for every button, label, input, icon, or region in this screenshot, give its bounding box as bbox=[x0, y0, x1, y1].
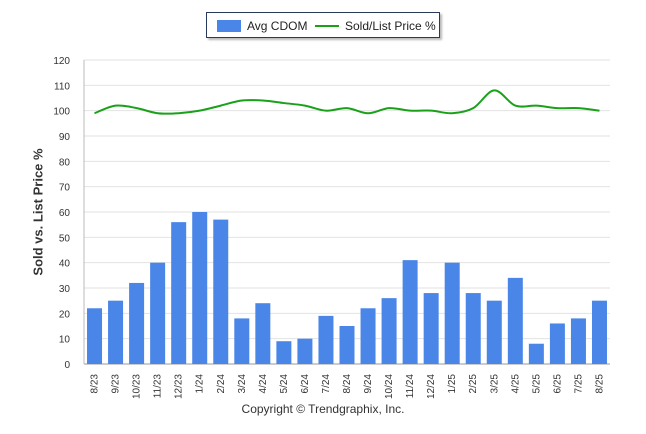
bar-7/24 bbox=[318, 315, 334, 364]
legend-label-sold-list: Sold/List Price % bbox=[345, 19, 436, 33]
x-tick-label: 5/25 bbox=[531, 374, 542, 394]
legend: Avg CDOM Sold/List Price % bbox=[206, 12, 440, 38]
x-tick-labels: 8/23 9/23 10/23 11/23 12/23 1/24 2/24 3/24 4/24 5… bbox=[90, 374, 606, 399]
x-tick-label: 1/25 bbox=[447, 374, 458, 394]
legend-swatch-line bbox=[315, 25, 339, 27]
legend-swatch-bar bbox=[217, 20, 241, 32]
bar-2/25 bbox=[465, 293, 481, 364]
bar-9/24 bbox=[360, 308, 376, 364]
y-tick-label: 70 bbox=[59, 183, 71, 194]
y-tick-label: 60 bbox=[59, 208, 71, 219]
bar-7/25 bbox=[570, 318, 586, 364]
y-tick-label: 10 bbox=[59, 335, 71, 346]
bar-1/24 bbox=[192, 212, 208, 364]
x-tick-label: 11/24 bbox=[405, 374, 416, 399]
x-tick-label: 3/25 bbox=[489, 374, 500, 394]
bar-11/24 bbox=[402, 260, 418, 364]
line-series bbox=[94, 89, 600, 115]
bar-12/24 bbox=[423, 293, 439, 364]
bar-6/24 bbox=[297, 338, 313, 364]
y-tick-label: 120 bbox=[53, 56, 70, 67]
y-tick-label: 110 bbox=[54, 81, 70, 92]
bar-10/23 bbox=[129, 282, 145, 364]
x-tick-label: 10/23 bbox=[132, 374, 143, 399]
y-tick-label: 0 bbox=[64, 360, 70, 371]
y-tick-label: 20 bbox=[59, 309, 71, 320]
x-tick-label: 7/24 bbox=[321, 374, 332, 394]
x-tick-label: 1/24 bbox=[195, 374, 206, 394]
bar-11/23 bbox=[150, 262, 166, 364]
x-tick-label: 7/25 bbox=[573, 374, 584, 394]
x-tick-label: 3/24 bbox=[237, 374, 248, 394]
x-tick-label: 4/25 bbox=[510, 374, 521, 394]
bar-4/24 bbox=[255, 303, 271, 364]
bar-5/24 bbox=[276, 341, 292, 364]
legend-item-sold-list: Sold/List Price % bbox=[315, 19, 436, 33]
bar-1/25 bbox=[444, 262, 460, 364]
x-tick-label: 9/23 bbox=[111, 374, 122, 394]
bar-8/23 bbox=[87, 308, 103, 364]
copyright-text: Copyright © Trendgraphix, Inc. bbox=[241, 402, 405, 416]
x-tick-label: 8/23 bbox=[90, 374, 101, 394]
bar-8/25 bbox=[591, 300, 607, 364]
y-tick-label: 30 bbox=[59, 284, 71, 295]
y-tick-label: 100 bbox=[53, 107, 70, 118]
x-tick-label: 2/24 bbox=[216, 374, 227, 394]
bar-6/25 bbox=[549, 323, 565, 364]
y-axis-label: Sold vs. List Price % bbox=[30, 148, 46, 276]
y-tick-label: 50 bbox=[59, 233, 71, 244]
bar-3/24 bbox=[234, 318, 250, 364]
legend-item-avg-cdom: Avg CDOM bbox=[217, 19, 307, 33]
bar-4/25 bbox=[507, 277, 523, 364]
x-tick-label: 11/23 bbox=[153, 374, 164, 399]
bar-2/24 bbox=[213, 219, 229, 364]
x-tick-label: 8/24 bbox=[342, 374, 353, 394]
legend-label-avg-cdom: Avg CDOM bbox=[247, 19, 308, 33]
x-tick-label: 6/24 bbox=[300, 374, 311, 394]
bar-9/23 bbox=[108, 300, 124, 364]
bar-10/24 bbox=[381, 298, 397, 364]
x-tick-label: 4/24 bbox=[258, 374, 269, 394]
bar-8/24 bbox=[339, 326, 355, 364]
x-tick-label: 6/25 bbox=[552, 374, 563, 394]
x-tick-label: 8/25 bbox=[594, 374, 605, 394]
bar-series bbox=[87, 212, 607, 364]
y-tick-label: 90 bbox=[59, 132, 71, 143]
y-tick-labels: 0 10 20 30 40 50 60 70 80 90 100 110 120 bbox=[53, 56, 70, 371]
x-tick-label: 2/25 bbox=[468, 374, 479, 394]
y-tick-label: 40 bbox=[59, 259, 71, 270]
x-tick-label: 9/24 bbox=[363, 374, 374, 394]
x-tick-label: 12/24 bbox=[426, 374, 437, 399]
y-tick-label: 80 bbox=[59, 157, 71, 168]
bar-3/25 bbox=[486, 300, 502, 364]
x-tick-label: 5/24 bbox=[279, 374, 290, 394]
bar-5/25 bbox=[528, 343, 544, 364]
x-tick-label: 12/23 bbox=[174, 374, 185, 399]
bar-12/23 bbox=[171, 222, 187, 364]
x-tick-label: 10/24 bbox=[384, 374, 395, 399]
sold-list-price-line bbox=[94, 89, 600, 115]
